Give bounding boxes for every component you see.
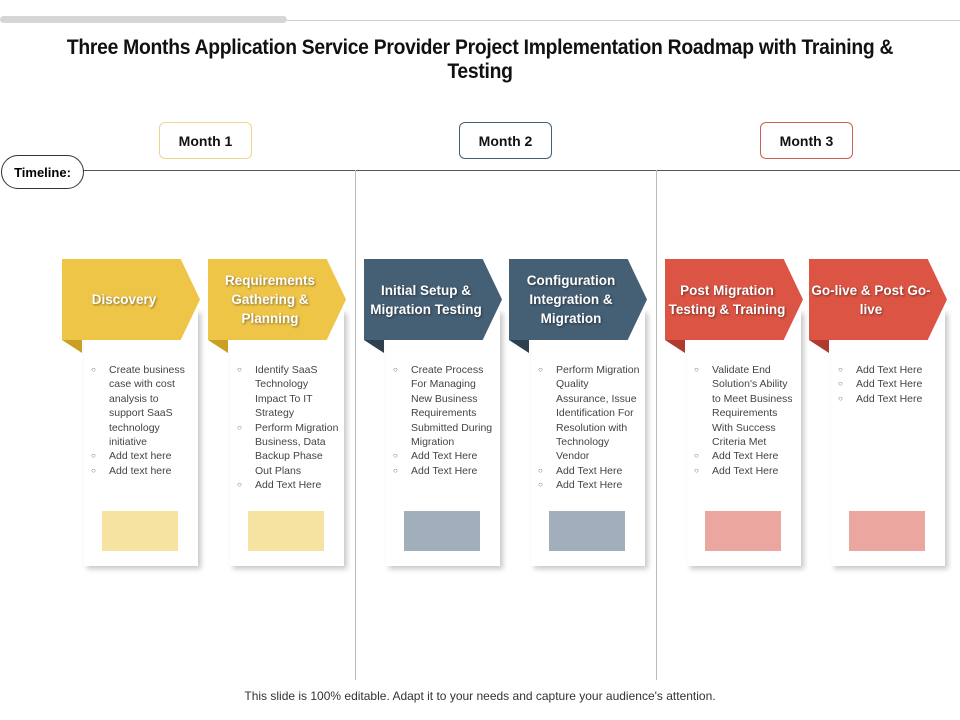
scroll-bar: [0, 16, 287, 23]
phase-bullets: Perform Migration Quality Assurance, Iss…: [538, 363, 642, 493]
month-3-label: Month 3: [760, 122, 853, 159]
image-placeholder: [102, 511, 178, 551]
month-1-label: Month 1: [159, 122, 252, 159]
ribbon-fold: [208, 340, 228, 353]
bullet-item: Add Text Here: [393, 449, 497, 464]
bullet-item: Add Text Here: [538, 478, 642, 493]
phase-bullets: Validate End Solution's Ability to Meet …: [694, 363, 798, 479]
ribbon-fold: [665, 340, 685, 353]
image-placeholder: [549, 511, 625, 551]
bullet-item: Identify SaaS Technology Impact To IT St…: [237, 363, 341, 421]
image-placeholder: [404, 511, 480, 551]
bullet-item: Add Text Here: [838, 363, 942, 378]
image-placeholder: [248, 511, 324, 551]
bullet-item: Perform Migration Business, Data Backup …: [237, 421, 341, 479]
image-placeholder: [705, 511, 781, 551]
phase-bullets: Identify SaaS Technology Impact To IT St…: [237, 363, 341, 493]
month-2-label: Month 2: [459, 122, 552, 159]
bullet-item: Create Process For Managing New Business…: [393, 363, 497, 449]
phase-header: Post Migration Testing & Training: [665, 259, 803, 340]
month-divider: [656, 170, 657, 680]
image-placeholder: [849, 511, 925, 551]
phase-header: Go-live & Post Go-live: [809, 259, 947, 340]
phase-header: Configuration Integration & Migration: [509, 259, 647, 340]
bullet-item: Add text here: [91, 449, 195, 464]
ribbon-fold: [809, 340, 829, 353]
month-divider: [355, 170, 356, 680]
top-divider: [287, 20, 960, 21]
phase-bullets: Add Text HereAdd Text HereAdd Text Here: [838, 363, 942, 407]
bullet-item: Add Text Here: [237, 478, 341, 493]
bullet-item: Validate End Solution's Ability to Meet …: [694, 363, 798, 449]
ribbon-fold: [364, 340, 384, 353]
bullet-item: Add Text Here: [694, 464, 798, 479]
bullet-item: Add Text Here: [838, 392, 942, 407]
phase-header: Requirements Gathering & Planning: [208, 259, 346, 340]
bullet-item: Add Text Here: [538, 464, 642, 479]
phase-bullets: Create Process For Managing New Business…: [393, 363, 497, 479]
phase-bullets: Create business case with cost analysis …: [91, 363, 195, 479]
phase-header: Initial Setup & Migration Testing: [364, 259, 502, 340]
timeline-label: Timeline:: [1, 155, 84, 189]
ribbon-fold: [62, 340, 82, 353]
timeline-line: [82, 170, 960, 171]
bullet-item: Create business case with cost analysis …: [91, 363, 195, 449]
page-title: Three Months Application Service Provide…: [66, 36, 894, 83]
phase-header: Discovery: [62, 259, 200, 340]
bullet-item: Add Text Here: [838, 377, 942, 392]
bullet-item: Add text here: [91, 464, 195, 479]
footer-note: This slide is 100% editable. Adapt it to…: [244, 689, 716, 703]
bullet-item: Add Text Here: [694, 449, 798, 464]
ribbon-fold: [509, 340, 529, 353]
bullet-item: Add Text Here: [393, 464, 497, 479]
bullet-item: Perform Migration Quality Assurance, Iss…: [538, 363, 642, 464]
